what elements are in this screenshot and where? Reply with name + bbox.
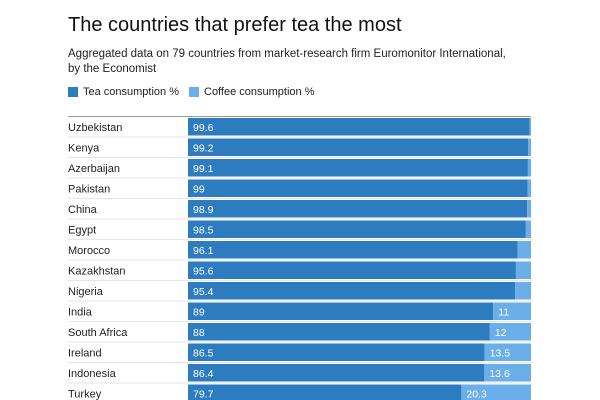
bar-tea [188,302,494,320]
bar-coffee [527,200,531,218]
bar-tea [188,179,528,197]
legend-item-coffee: Coffee consumption % [189,86,314,98]
bar-row-azerbaijan: Azerbaijan 99.1 [68,159,531,179]
value-label-coffee: 13.6 [489,368,510,380]
value-label-coffee: 13.5 [490,347,511,359]
bar-coffee [517,241,531,259]
legend-swatch-tea [68,87,78,97]
bar-tea [188,200,528,218]
value-label-tea: 99.1 [193,163,214,175]
value-label-tea: 86.5 [193,347,214,359]
value-label-coffee: 20.3 [466,388,487,400]
bar-coffee [529,118,531,136]
bar-tea [188,323,490,341]
bar-coffee [461,384,531,400]
bar-row-pakistan: Pakistan 99 [68,179,531,199]
legend-item-tea: Tea consumption % [68,86,179,98]
bar-row-ireland: Ireland 86.5 13.5 [68,343,531,363]
chart-title: The countries that prefer tea the most [68,14,402,36]
bar-coffee [527,179,531,197]
bar-coffee [489,323,531,341]
legend-label-tea: Tea consumption % [83,86,179,98]
bar-coffee [527,159,531,177]
category-label: India [68,306,93,318]
bar-row-indonesia: Indonesia 86.4 13.6 [68,364,531,384]
value-label-tea: 99.6 [193,122,214,134]
bar-row-nigeria: Nigeria 95.4 [68,282,531,302]
chart-top-rule [68,116,531,117]
value-label-tea: 89 [193,306,205,318]
bar-coffee [528,138,531,156]
bar-row-morocco: Morocco 96.1 [68,241,531,261]
bar-tea [188,159,528,177]
bar-coffee [484,364,531,382]
category-label: South Africa [68,327,128,339]
value-label-tea: 86.4 [193,368,214,380]
bar-row-turkey: Turkey 79.7 20.3 [68,384,531,400]
value-label-tea: 95.6 [193,265,214,277]
category-label: Kenya [68,142,100,154]
category-label: Nigeria [68,286,104,298]
bar-tea [188,282,516,300]
value-label-tea: 95.4 [193,286,214,298]
legend-swatch-coffee [189,87,199,97]
category-label: Egypt [68,224,96,236]
bar-row-kazakhstan: Kazakhstan 95.6 [68,261,531,281]
bar-tea [188,241,518,259]
bar-row-kenya: Kenya 99.2 [68,138,531,158]
value-label-tea: 79.7 [193,388,214,400]
value-label-coffee: 11 [498,306,509,318]
bar-coffee [493,302,531,320]
bar-coffee [525,220,531,238]
category-label: Ireland [68,347,102,359]
category-label: China [68,204,98,216]
bar-tea [188,261,516,279]
bar-row-egypt: Egypt 98.5 [68,220,531,240]
bar-tea [188,138,529,156]
value-label-tea: 98.9 [193,204,214,216]
bar-row-south-africa: South Africa 88 12 [68,323,531,343]
category-label: Kazakhstan [68,265,125,277]
value-label-tea: 88 [193,327,205,339]
category-label: Pakistan [68,183,110,195]
chart-subtitle: Aggregated data on 79 countries from mar… [68,48,506,75]
bar-tea [188,220,526,238]
bar-tea [188,343,485,361]
bar-row-uzbekistan: Uzbekistan 99.6 [68,118,531,138]
category-label: Turkey [68,388,102,400]
value-label-tea: 99 [193,183,205,195]
bar-tea [188,364,485,382]
bar-coffee [515,282,531,300]
legend: Tea consumption % Coffee consumption % [68,86,324,98]
bar-tea [188,118,530,136]
bar-coffee [515,261,531,279]
value-label-tea: 99.2 [193,142,214,154]
value-label-tea: 96.1 [193,245,214,257]
bar-row-china: China 98.9 [68,200,531,220]
value-label-tea: 98.5 [193,224,214,236]
value-label-coffee: 12 [495,327,507,339]
bar-tea [188,384,462,400]
category-label: Morocco [68,245,110,257]
bar-coffee [484,343,531,361]
bar-row-india: India 89 11 [68,302,531,322]
category-label: Indonesia [68,368,117,380]
category-label: Azerbaijan [68,163,120,175]
legend-label-coffee: Coffee consumption % [204,86,315,98]
category-label: Uzbekistan [68,122,122,134]
